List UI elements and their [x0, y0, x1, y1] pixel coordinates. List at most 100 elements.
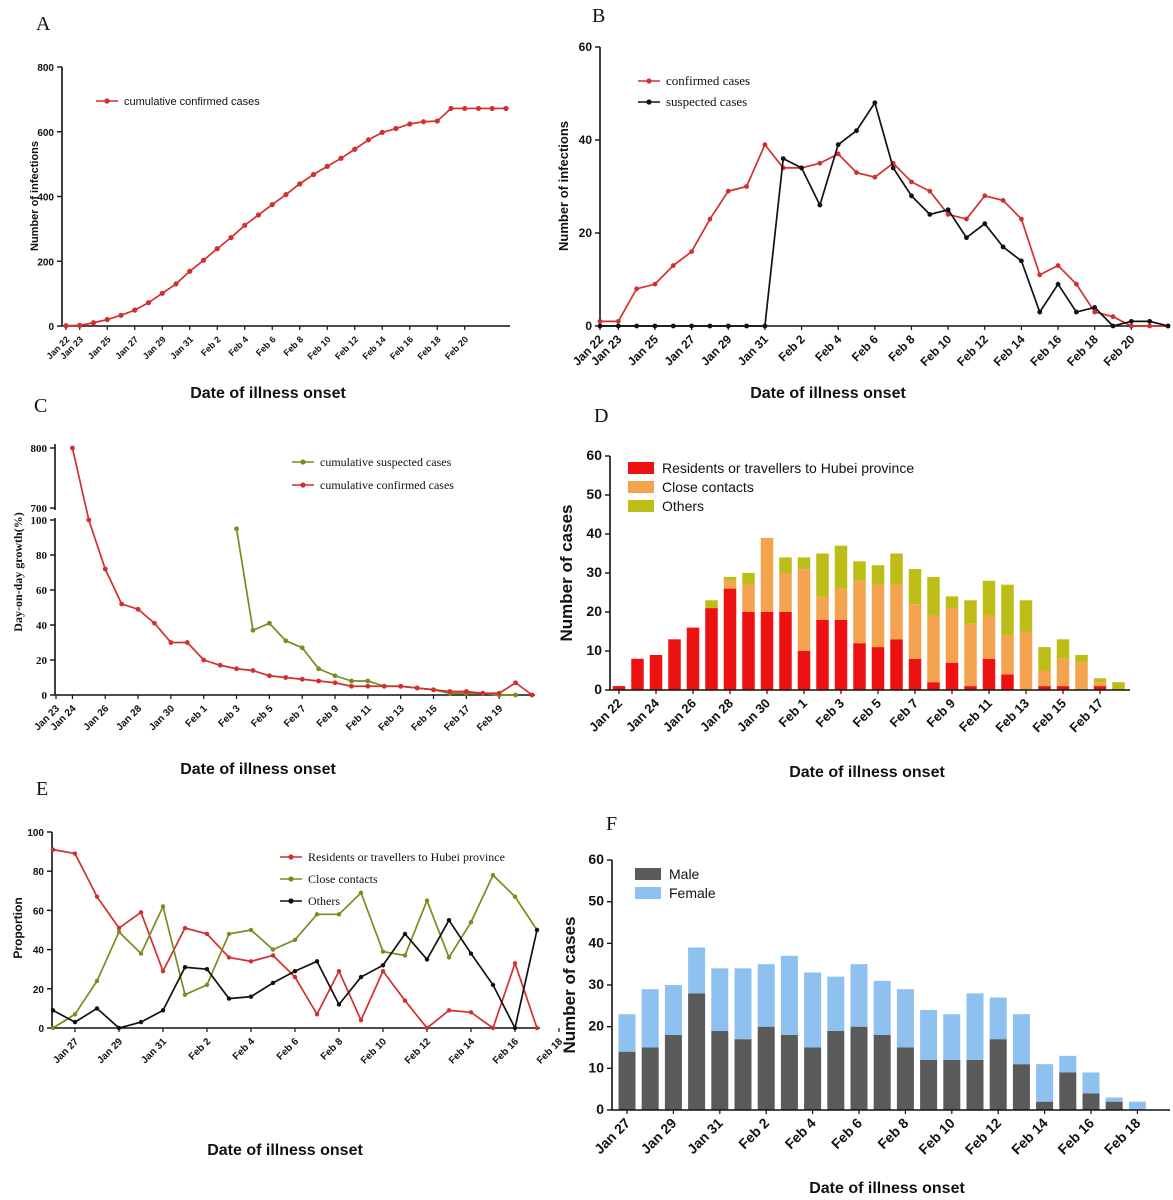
y-axis-title: Number of cases [560, 917, 579, 1054]
data-point [468, 1010, 474, 1015]
bar-segment [853, 643, 866, 690]
y-tick-label: 40 [579, 133, 593, 147]
bar-segment [827, 976, 845, 1031]
data-point [1019, 216, 1024, 222]
data-point [448, 105, 454, 112]
data-point [817, 160, 823, 166]
bar-segment [853, 561, 866, 581]
data-point [160, 904, 166, 909]
data-point [799, 165, 804, 171]
bar-segment [1056, 658, 1070, 687]
bar-segment [982, 658, 996, 690]
data-point [116, 1025, 122, 1031]
x-axis-title: Date of illness onset [789, 764, 945, 781]
data-point [982, 193, 988, 199]
x-tick-label: Jan 29 [698, 332, 735, 369]
data-point [945, 207, 951, 213]
data-point [349, 683, 354, 689]
bar-segment [664, 985, 682, 1035]
bar-segment [966, 993, 984, 1060]
y-tick-label: 400 [37, 193, 54, 204]
bar-segment [890, 584, 903, 640]
data-point [1000, 244, 1006, 250]
bar-segment [890, 553, 903, 585]
data-point [299, 676, 305, 682]
x-tick-label: Feb 16 [491, 1036, 521, 1066]
data-point [228, 235, 234, 241]
bar-segment [1093, 686, 1107, 690]
x-tick-label: Feb 1 [775, 696, 810, 731]
legend-marker [288, 854, 294, 860]
y-tick-label: 800 [37, 63, 54, 74]
y-tick-label: 10 [586, 642, 602, 658]
bar-segment [853, 580, 866, 644]
x-tick-label: Feb 18 [1101, 1115, 1144, 1158]
data-point [145, 300, 152, 306]
bar-segment [871, 584, 885, 648]
data-point [358, 890, 364, 895]
x-tick-label: Feb 4 [812, 332, 844, 364]
bar-segment [834, 545, 848, 589]
data-point [182, 992, 188, 997]
series-line [600, 143, 1168, 327]
x-tick-label: Feb 2 [735, 1115, 772, 1152]
x-tick-label: Feb 17 [442, 703, 472, 733]
bar-segment [1036, 1101, 1054, 1110]
data-point [489, 105, 495, 112]
x-tick-label: Feb 9 [923, 696, 958, 731]
data-point [725, 188, 731, 194]
bar-segment [920, 1060, 938, 1110]
data-point [70, 445, 75, 451]
bar-segment [1038, 686, 1051, 690]
data-point [909, 179, 914, 185]
data-point [1055, 281, 1061, 287]
data-point [72, 1012, 78, 1017]
legend-marker [288, 898, 294, 904]
data-point [945, 212, 951, 217]
series-line [235, 528, 516, 696]
x-axis-title: Date of illness onset [207, 1142, 363, 1159]
bar-segment [1001, 584, 1014, 636]
y-tick-label: 600 [37, 128, 54, 139]
y-tick-label: 200 [37, 257, 54, 268]
x-tick-label: Feb 5 [249, 703, 276, 730]
data-point [512, 961, 518, 966]
data-point [349, 678, 354, 684]
bar-segment [780, 955, 798, 1035]
y-tick-label: 800 [31, 443, 48, 455]
data-point [725, 323, 731, 329]
x-tick-label: Feb 1 [184, 703, 211, 730]
bar-segment [688, 947, 706, 994]
data-point [393, 125, 399, 132]
data-point [332, 673, 338, 679]
y-tick-label: 0 [596, 1101, 604, 1117]
bar-segment [927, 576, 940, 616]
legend-label: Others [308, 894, 340, 908]
data-point [534, 1025, 540, 1031]
data-point [248, 994, 254, 999]
y-tick-label: 40 [588, 934, 604, 950]
bar-segment [1038, 647, 1051, 671]
data-point [297, 181, 303, 187]
x-tick-label: Feb 16 [1054, 1115, 1097, 1158]
y-tick-label: 700 [31, 503, 48, 515]
bar-segment [705, 608, 718, 690]
data-point [90, 320, 97, 326]
bar-segment [1112, 682, 1125, 690]
x-tick-label: Jan 27 [591, 1115, 633, 1157]
bar-segment [927, 615, 940, 683]
x-tick-label: Feb 2 [199, 334, 223, 358]
bar-segment [871, 565, 885, 585]
y-axis-title: Number of infections [556, 121, 571, 251]
data-point [689, 323, 695, 329]
panel-letter: D [594, 405, 608, 427]
data-point [447, 689, 453, 694]
y-tick-label: 20 [586, 603, 602, 619]
x-tick-label: Feb 14 [991, 332, 1028, 369]
data-point [292, 974, 298, 980]
data-point [872, 100, 878, 106]
x-tick-label: Jan 24 [623, 695, 663, 735]
x-tick-label: Feb 4 [231, 1036, 258, 1063]
x-tick-label: Jan 22 [586, 696, 625, 735]
bar-segment [1001, 674, 1014, 690]
